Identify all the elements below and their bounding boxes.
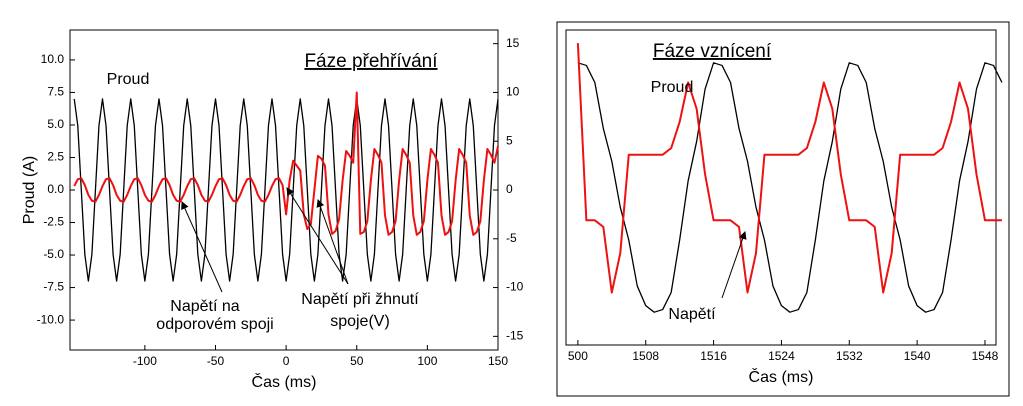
annotation: Proud — [107, 71, 150, 88]
arrow — [181, 201, 223, 293]
series-line — [577, 62, 1003, 313]
x-tick-label: 100 — [417, 354, 437, 368]
x-tick-label: 50 — [350, 354, 364, 368]
x-tick-label: 1516 — [700, 349, 727, 363]
x-tick-label: -50 — [207, 354, 225, 368]
title-box — [289, 47, 453, 77]
y-tick-label: 10.0 — [41, 52, 65, 66]
y-tick-label: -7.5 — [43, 280, 64, 294]
series-line — [576, 43, 1002, 294]
annotation: Napětí — [668, 306, 716, 323]
annotation: Napětí na — [170, 298, 239, 315]
x-tick-label: 1548 — [972, 349, 999, 363]
annotation: odporovém spoji — [156, 316, 273, 333]
y2-tick-label: 10 — [506, 85, 520, 99]
plot-frame — [565, 29, 997, 346]
annotation: spoje(V) — [330, 313, 390, 330]
y2-tick-label: 5 — [506, 133, 513, 147]
annotation: Napětí při žhnutí — [301, 291, 419, 308]
x-axis-label: Čas (ms) — [252, 372, 317, 391]
x-tick-label: 1508 — [632, 349, 659, 363]
x-axis-label: Čas (ms) — [749, 367, 814, 386]
y2-tick-label: -15 — [506, 329, 524, 343]
y-tick-label: 0.0 — [47, 182, 64, 196]
y-tick-label: -5.0 — [43, 247, 64, 261]
arrow — [286, 187, 349, 285]
annotation: Proud — [651, 79, 694, 96]
y2-tick-label: 15 — [506, 36, 520, 50]
arrow — [721, 231, 747, 299]
x-tick-label: 1532 — [836, 349, 863, 363]
y-tick-label: -2.5 — [43, 215, 64, 229]
y-tick-label: 5.0 — [47, 117, 64, 131]
x-tick-label: -100 — [133, 354, 157, 368]
x-tick-label: 1540 — [904, 349, 931, 363]
x-tick-label: 150 — [488, 354, 508, 368]
x-tick-label: 0 — [283, 354, 290, 368]
y2-tick-label: -5 — [506, 231, 517, 245]
chart-title: Fáze vznícení — [653, 41, 772, 62]
series-line — [73, 98, 499, 282]
y2-tick-label: 0 — [506, 182, 513, 196]
chart-title: Fáze přehřívání — [304, 51, 438, 72]
series-line — [73, 91, 499, 236]
x-tick-label: 500 — [568, 349, 588, 363]
y-tick-label: 2.5 — [47, 150, 64, 164]
arrow — [316, 199, 349, 285]
y-tick-label: 7.5 — [47, 85, 64, 99]
x-tick-label: 1524 — [768, 349, 795, 363]
y-axis-label: Proud (A) — [21, 156, 38, 224]
y2-tick-label: -10 — [506, 280, 524, 294]
panel-frame — [556, 21, 1010, 397]
y-tick-label: -10.0 — [37, 312, 65, 326]
